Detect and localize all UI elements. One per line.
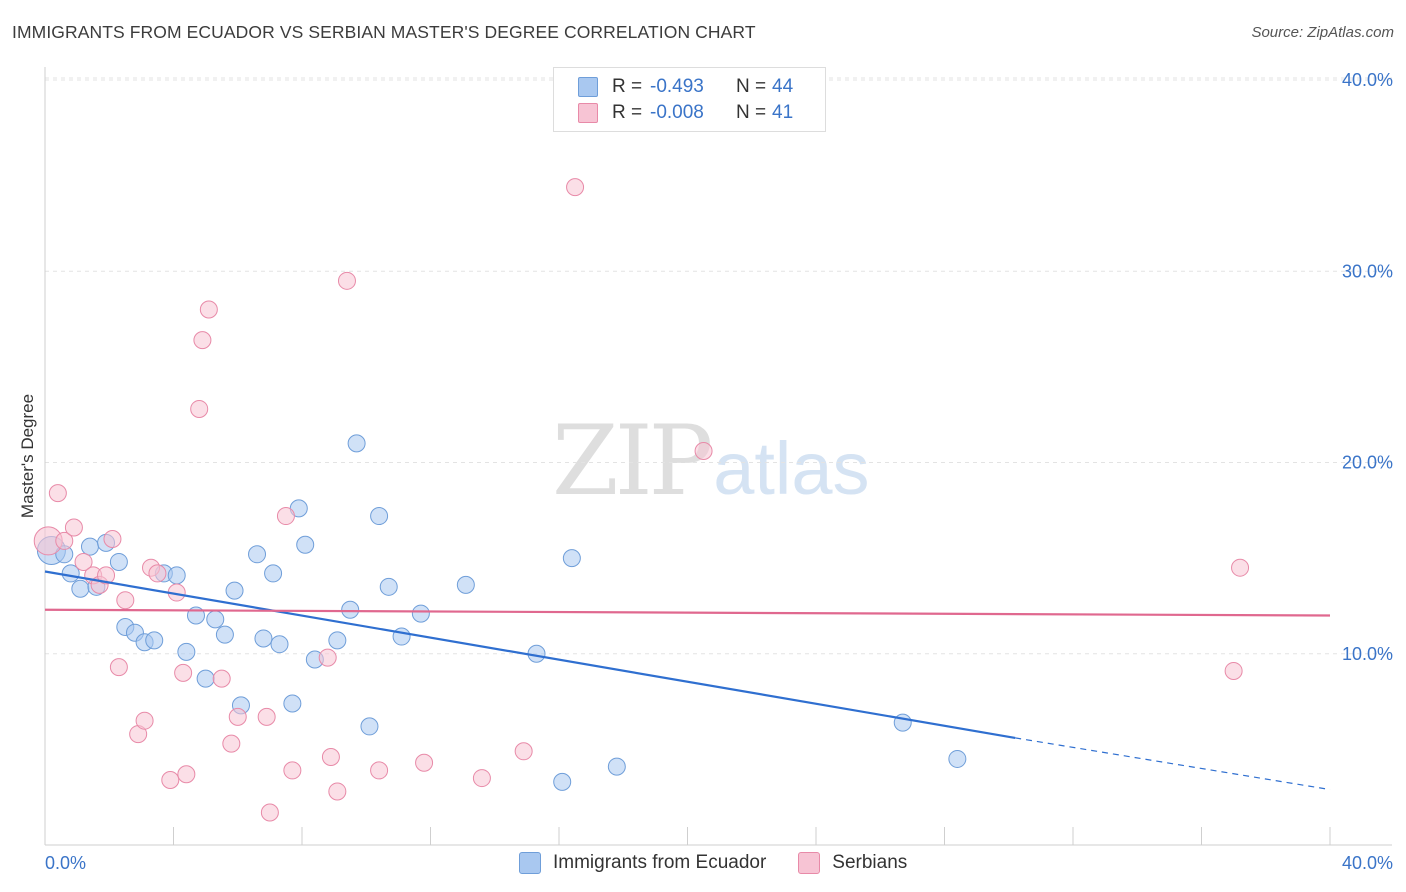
data-point-ecuador: [109, 552, 128, 571]
x-tick-label: 40.0%: [1342, 853, 1393, 873]
data-point-ecuador: [341, 600, 360, 619]
legend-r-label: R =: [612, 76, 643, 97]
data-point-ecuador: [948, 749, 967, 768]
data-point-serbians: [514, 742, 533, 761]
data-point-ecuador: [553, 772, 572, 791]
data-point-serbians: [318, 648, 337, 667]
data-point-serbians: [337, 271, 356, 290]
data-point-ecuador: [177, 642, 196, 661]
data-point-serbians: [109, 658, 128, 677]
legend-swatch-ecuador: [578, 77, 598, 97]
data-point-ecuador: [215, 625, 234, 644]
legend-n-label: N =: [736, 102, 767, 123]
data-point-serbians: [116, 591, 135, 610]
data-point-serbians: [415, 753, 434, 772]
stats-legend: R = -0.493 N = 44 R = -0.008 N = 41: [553, 67, 826, 132]
data-point-serbians: [222, 734, 241, 753]
data-point-serbians: [472, 769, 491, 788]
legend-n-value: 41: [772, 102, 794, 123]
legend-r-value: -0.008: [650, 102, 704, 123]
data-point-ecuador: [607, 757, 626, 776]
data-point-ecuador: [167, 566, 186, 585]
data-point-serbians: [566, 178, 585, 197]
data-point-serbians: [55, 531, 74, 550]
data-point-serbians: [328, 782, 347, 801]
legend-n-value: 44: [772, 76, 794, 97]
x-tick-label: 0.0%: [45, 853, 86, 873]
data-point-ecuador: [264, 564, 283, 583]
trend-line-ecuador-extension: [1015, 737, 1331, 791]
data-point-serbians: [694, 442, 713, 461]
data-point-serbians: [190, 399, 209, 418]
data-point-ecuador: [562, 549, 581, 568]
data-point-serbians: [212, 669, 231, 688]
data-point-serbians: [260, 803, 279, 822]
data-point-serbians: [177, 765, 196, 784]
data-point-ecuador: [145, 631, 164, 650]
y-tick-label: 30.0%: [1342, 261, 1393, 281]
data-point-serbians: [1231, 558, 1250, 577]
data-point-ecuador: [80, 537, 99, 556]
y-tick-label: 40.0%: [1342, 70, 1393, 90]
legend-n-label: N =: [736, 76, 767, 97]
data-point-serbians: [276, 507, 295, 526]
series-swatch-serbians: [798, 852, 821, 874]
legend-r-label: R =: [612, 102, 643, 123]
data-point-ecuador: [196, 669, 215, 688]
data-point-serbians: [283, 761, 302, 780]
data-point-ecuador: [370, 507, 389, 526]
series-legend-item-serbians: Serbians: [798, 852, 907, 874]
data-point-serbians: [174, 663, 193, 682]
y-axis-label: Master's Degree: [18, 393, 37, 519]
data-point-ecuador: [248, 545, 267, 564]
trend-line-serbians: [44, 608, 1331, 617]
series-legend-item-ecuador: Immigrants from Ecuador: [519, 852, 766, 874]
data-point-serbians: [48, 484, 67, 503]
data-point-ecuador: [379, 577, 398, 596]
chart-title: IMMIGRANTS FROM ECUADOR VS SERBIAN MASTE…: [12, 22, 756, 42]
watermark-atlas: atlas: [713, 427, 870, 510]
data-point-serbians: [97, 566, 116, 585]
trend-line-ecuador: [44, 570, 1016, 739]
y-tick-label: 10.0%: [1342, 644, 1393, 664]
legend-row-ecuador: R = -0.493 N = 44: [578, 75, 793, 99]
data-point-serbians: [161, 770, 180, 789]
data-point-serbians: [103, 530, 122, 548]
data-point-ecuador: [360, 717, 379, 736]
data-point-ecuador: [347, 434, 366, 453]
data-point-serbians: [370, 761, 389, 780]
legend-r-value: -0.493: [650, 76, 704, 97]
watermark: ZIPatlas: [552, 405, 870, 517]
data-point-ecuador: [254, 629, 273, 648]
series-label-serbians: Serbians: [832, 852, 908, 873]
data-point-serbians: [148, 564, 167, 583]
data-point-ecuador: [283, 694, 302, 713]
legend-swatch-serbians: [578, 103, 598, 123]
legend-row-serbians: R = -0.008 N = 41: [578, 101, 793, 125]
data-point-ecuador: [411, 604, 430, 623]
source-credit: Source: ZipAtlas.com: [1251, 24, 1394, 41]
series-label-ecuador: Immigrants from Ecuador: [553, 852, 767, 873]
data-point-serbians: [135, 711, 154, 730]
y-tick-label: 20.0%: [1342, 453, 1393, 473]
data-point-serbians: [1224, 661, 1243, 680]
data-point-ecuador: [206, 610, 225, 629]
data-point-serbians: [321, 748, 340, 767]
data-point-serbians: [193, 331, 212, 350]
series-swatch-ecuador: [519, 852, 541, 874]
data-point-ecuador: [270, 635, 289, 654]
data-point-ecuador: [225, 581, 244, 600]
data-point-ecuador: [328, 631, 347, 650]
data-point-ecuador: [296, 535, 315, 554]
data-point-serbians: [64, 518, 83, 537]
data-point-serbians: [228, 707, 247, 726]
watermark-zip: ZIP: [552, 405, 713, 517]
data-point-ecuador: [456, 575, 475, 594]
data-point-serbians: [199, 300, 218, 319]
data-point-serbians: [74, 552, 93, 571]
series-legend: Immigrants from Ecuador Serbians: [519, 852, 939, 874]
data-point-ecuador: [71, 579, 90, 598]
data-point-serbians: [257, 707, 276, 726]
